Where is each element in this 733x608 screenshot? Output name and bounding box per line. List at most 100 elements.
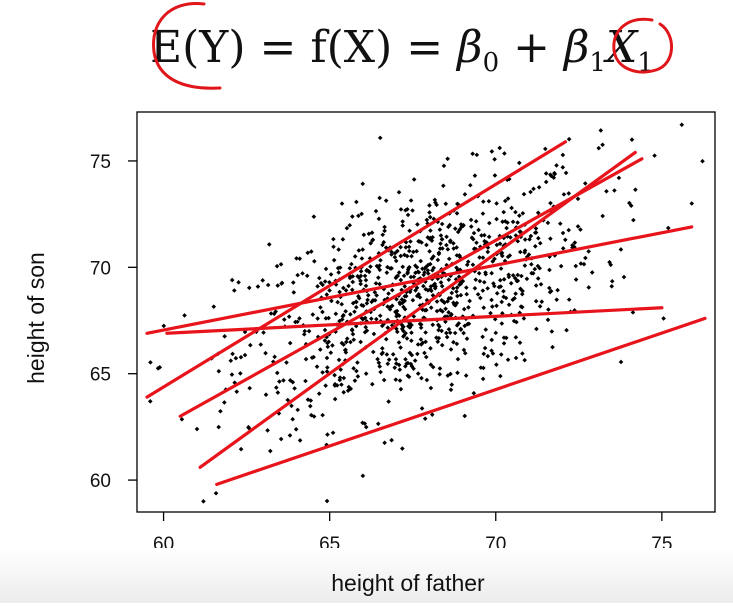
data-point	[343, 309, 348, 314]
data-point	[512, 295, 517, 301]
data-point	[295, 319, 300, 325]
data-point	[404, 361, 409, 366]
data-point	[477, 255, 482, 260]
data-point	[267, 448, 273, 454]
data-point	[518, 249, 523, 255]
data-point	[679, 122, 685, 128]
data-point	[354, 199, 359, 205]
data-point	[344, 336, 350, 341]
data-point	[341, 285, 346, 291]
data-point	[600, 142, 605, 148]
data-point	[548, 200, 553, 206]
data-point	[331, 236, 336, 242]
data-point	[403, 207, 408, 213]
data-point	[430, 267, 435, 273]
data-point	[469, 235, 475, 241]
data-point	[323, 316, 329, 321]
data-point	[519, 291, 525, 297]
red-line	[145, 225, 694, 335]
data-point	[490, 259, 496, 264]
data-point	[466, 321, 472, 327]
data-point	[318, 305, 323, 310]
data-point	[411, 314, 417, 319]
data-point	[335, 265, 341, 271]
data-point	[501, 277, 507, 282]
data-point	[246, 285, 252, 291]
data-point	[464, 285, 469, 290]
y-tick-label: 70	[90, 258, 111, 279]
data-point	[359, 256, 365, 261]
data-point	[566, 297, 572, 302]
data-point	[533, 283, 539, 288]
data-point	[408, 198, 414, 203]
data-point	[273, 309, 278, 314]
data-point	[485, 353, 491, 359]
data-point	[396, 270, 402, 275]
data-point	[385, 296, 390, 301]
data-point	[630, 310, 636, 315]
data-point	[320, 370, 325, 375]
data-point	[305, 250, 311, 256]
data-point	[380, 242, 385, 248]
plot-frame	[136, 111, 716, 513]
data-point	[436, 327, 441, 333]
data-point	[354, 368, 359, 374]
data-point	[317, 275, 322, 281]
data-point	[157, 365, 163, 370]
data-point	[427, 236, 432, 241]
data-point	[351, 366, 356, 371]
data-point	[422, 308, 428, 313]
data-point	[290, 379, 296, 385]
data-point	[494, 362, 499, 367]
data-point	[521, 316, 527, 321]
data-point	[448, 387, 454, 393]
data-point	[517, 310, 523, 316]
data-point	[537, 265, 543, 271]
data-point	[485, 249, 491, 255]
data-point	[478, 365, 484, 370]
data-point	[474, 152, 480, 158]
data-point	[482, 232, 487, 238]
y-tick-label: 65	[90, 365, 111, 386]
data-point	[546, 307, 551, 312]
data-point	[327, 288, 332, 293]
data-point	[334, 383, 340, 388]
data-point	[424, 217, 430, 223]
data-point	[425, 262, 431, 268]
data-point	[394, 361, 399, 366]
data-point	[596, 145, 602, 151]
data-point	[461, 347, 467, 353]
data-point	[507, 253, 513, 258]
data-point	[492, 283, 497, 289]
data-point	[382, 224, 387, 230]
data-point	[521, 191, 527, 197]
data-point	[275, 283, 281, 288]
data-point	[446, 326, 452, 332]
data-point	[517, 213, 522, 218]
data-point	[423, 286, 428, 292]
data-point	[468, 224, 474, 229]
data-point	[356, 213, 361, 219]
data-point	[238, 354, 244, 360]
data-point	[661, 316, 666, 321]
data-point	[548, 172, 553, 177]
data-point	[377, 263, 382, 268]
data-point	[328, 350, 334, 356]
data-point	[343, 350, 349, 355]
data-point	[398, 345, 403, 350]
data-point	[419, 342, 424, 347]
data-point	[394, 296, 399, 302]
data-point	[441, 163, 447, 169]
data-point	[509, 205, 514, 211]
data-point	[339, 340, 345, 346]
data-point	[324, 334, 329, 340]
data-point	[506, 176, 512, 182]
data-point	[238, 446, 244, 452]
data-point	[578, 227, 583, 232]
data-point	[547, 285, 552, 291]
data-point	[356, 295, 362, 301]
data-point	[274, 370, 280, 376]
data-point	[555, 287, 560, 293]
data-point	[376, 216, 382, 222]
data-point	[255, 284, 261, 289]
